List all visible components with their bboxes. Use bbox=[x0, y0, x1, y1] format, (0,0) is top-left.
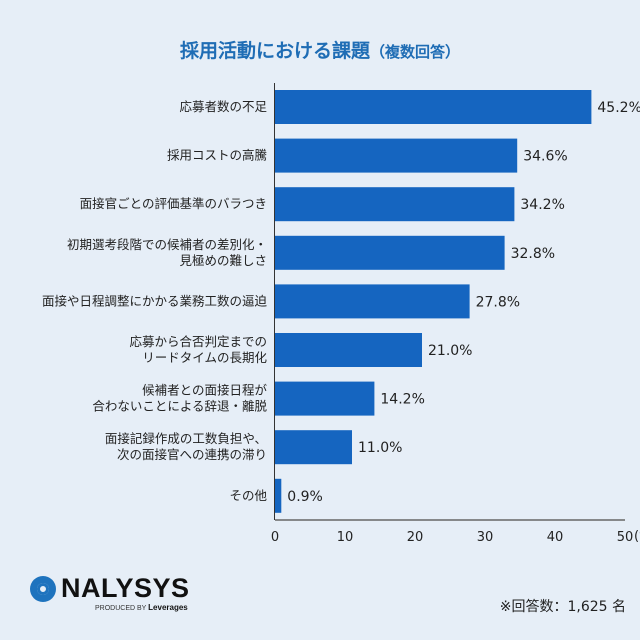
logo-subline: PRODUCED BY Leverages bbox=[95, 603, 188, 612]
title-suffix: （複数回答） bbox=[370, 43, 461, 61]
bar bbox=[275, 138, 518, 173]
category-label: リードタイムの長期化 bbox=[142, 350, 267, 365]
bar bbox=[275, 187, 515, 222]
category-label: その他 bbox=[229, 488, 267, 503]
value-label: 11.0% bbox=[358, 440, 402, 456]
nalysys-logo: NALYSYS bbox=[30, 573, 190, 604]
title-main: 採用活動における課題 bbox=[179, 40, 370, 62]
bar bbox=[275, 284, 470, 319]
bar bbox=[275, 333, 422, 367]
logo-wordmark: NALYSYS bbox=[61, 573, 190, 603]
x-tick-label: 20 bbox=[407, 530, 424, 545]
category-label: 面接記録作成の工数負担や、 bbox=[105, 431, 267, 446]
category-label: 次の面接官への連携の滞り bbox=[117, 447, 267, 462]
value-label: 27.8% bbox=[476, 294, 520, 310]
x-tick-label: 30 bbox=[477, 530, 494, 545]
x-tick-label: 50 bbox=[617, 530, 634, 545]
bar bbox=[275, 478, 282, 513]
bar bbox=[275, 430, 352, 465]
x-tick-label: 0 bbox=[271, 530, 279, 545]
value-label: 0.9% bbox=[287, 489, 323, 505]
category-label: 応募者数の不足 bbox=[179, 99, 267, 114]
logo-mark-icon bbox=[30, 575, 56, 602]
category-label: 面接官ごとの評価基準のバラつき bbox=[80, 196, 267, 211]
value-label: 45.2% bbox=[597, 100, 640, 116]
bar bbox=[275, 381, 375, 416]
bar bbox=[275, 235, 505, 270]
value-label: 21.0% bbox=[428, 343, 472, 359]
produced-by: PRODUCED BY bbox=[95, 605, 147, 612]
category-label: 初期選考段階での候補者の差別化・ bbox=[67, 237, 267, 252]
respondent-count-note: ※回答数：1,625 名 bbox=[499, 599, 626, 615]
x-tick-label: 40 bbox=[547, 530, 564, 545]
category-label: 採用コストの高騰 bbox=[167, 148, 268, 163]
x-tick-label: 10 bbox=[337, 530, 354, 545]
bar-chart: 45.2% 応募者数の不足 34.6% 採用コストの高騰 34.2% 面接官ごとの評価基準… bbox=[42, 83, 640, 545]
chart-title: 採用活動における課題（複数回答） bbox=[0, 36, 640, 63]
value-label: 34.2% bbox=[520, 197, 564, 213]
value-label: 32.8% bbox=[511, 246, 555, 262]
category-label: 候補者との面接日程が bbox=[142, 383, 267, 398]
category-label: 応募から合否判定までの bbox=[129, 334, 267, 349]
x-unit-label: (%) bbox=[634, 529, 640, 544]
category-label: 見極めの難しさ bbox=[179, 253, 267, 268]
category-label: 合わないことによる辞退・離脱 bbox=[92, 399, 267, 414]
category-label: 面接や日程調整にかかる業務工数の逼迫 bbox=[42, 293, 268, 308]
brand-name: Leverages bbox=[148, 603, 188, 612]
bar bbox=[275, 90, 592, 124]
value-label: 34.6% bbox=[523, 149, 567, 165]
value-label: 14.2% bbox=[380, 392, 424, 408]
